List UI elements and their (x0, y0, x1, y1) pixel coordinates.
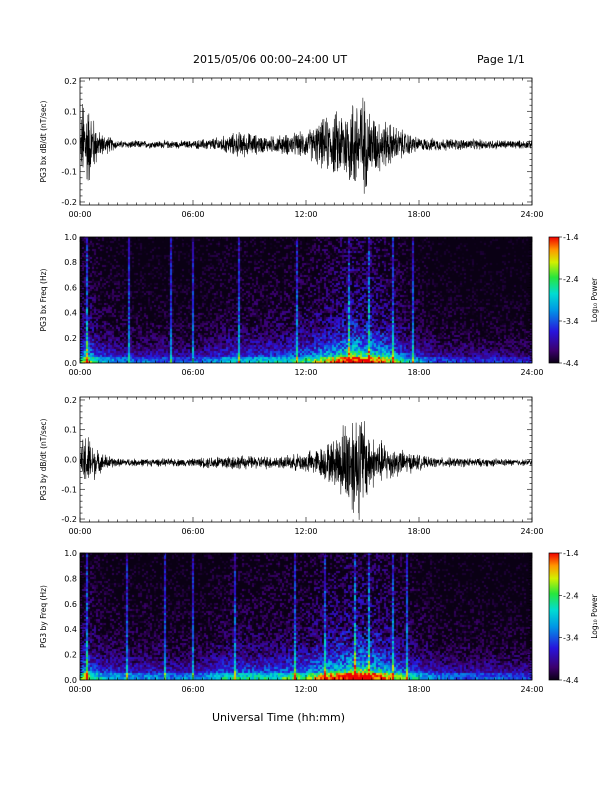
x-tick-label: 12:00 (294, 368, 317, 377)
signal-trace (80, 97, 532, 194)
x-axis-4: 00:00 06:00 12:00 18:00 24:00 (68, 553, 544, 694)
x-tick-label: 06:00 (181, 368, 204, 377)
y-tick-label: 0.2 (64, 334, 77, 343)
colorbar-tick-label: -3.4 (563, 317, 579, 326)
line-panel-3: 0.2 0.1 0.0 -0.1 -0.2 (61, 396, 533, 524)
y-tick-label: 0.4 (64, 625, 77, 634)
y-tick-label: 0.4 (64, 309, 77, 318)
colorbar-tick-label: -4.4 (563, 359, 579, 368)
y-tick-label: -0.2 (61, 515, 77, 524)
x-axis-1: 00:00 06:00 12:00 18:00 24:00 (68, 78, 544, 219)
colorbar-title: Log₁₀ Power (590, 593, 599, 638)
y-axis: 1.0 0.8 0.6 0.4 0.2 0.0 (64, 233, 532, 368)
x-tick-label: 18:00 (407, 527, 430, 536)
x-axis-2: 00:00 06:00 12:00 18:00 24:00 (68, 237, 544, 377)
colorbar-title: Log₁₀ Power (590, 277, 599, 322)
x-tick-label: 24:00 (520, 210, 543, 219)
colorbar-tick-label: -2.4 (563, 591, 579, 600)
y-tick-label: 0.8 (64, 258, 77, 267)
page-number: Page 1/1 (477, 53, 525, 66)
spectrogram-image (80, 237, 532, 363)
x-tick-label: 06:00 (181, 527, 204, 536)
spectrogram-canvas (80, 553, 532, 680)
y-tick-label: 0.1 (64, 426, 77, 435)
x-tick-label: 00:00 (68, 210, 91, 219)
y-tick-label: 0.6 (64, 600, 77, 609)
line-panel-1: 0.2 0.1 0.0 -0.1 -0.2 (61, 77, 533, 207)
y-axis: 1.0 0.8 0.6 0.4 0.2 0.0 (64, 549, 532, 685)
y-tick-label: 0.0 (64, 359, 77, 368)
x-tick-label: 12:00 (294, 527, 317, 536)
y-tick-label: 0.1 (64, 107, 77, 116)
spectrogram-panel-4: 1.0 0.8 0.6 0.4 0.2 0.0 -1.4 -2.4 -3.4 -4.4 Log₁₀ … (64, 549, 599, 685)
x-tick-label: 24:00 (520, 527, 543, 536)
x-tick-label: 24:00 (520, 368, 543, 377)
y-tick-label: 1.0 (64, 549, 77, 558)
spectrogram-canvas (80, 237, 532, 363)
x-tick-label: 18:00 (407, 685, 430, 694)
spectrogram-panel-2: 1.0 0.8 0.6 0.4 0.2 0.0 -1.4 -2.4 -3.4 -4.4 Log₁₀ … (64, 233, 599, 368)
x-tick-label: 18:00 (407, 210, 430, 219)
colorbar-tick-label: -1.4 (563, 549, 579, 558)
colorbar-scale (548, 552, 560, 681)
y-tick-label: 0.0 (64, 676, 77, 685)
x-tick-label: 06:00 (181, 210, 204, 219)
x-tick-label: 00:00 (68, 685, 91, 694)
y-axis: 0.2 0.1 0.0 -0.1 -0.2 (61, 396, 532, 524)
y-tick-label: 0.6 (64, 283, 77, 292)
colorbar: -1.4 -2.4 -3.4 -4.4 Log₁₀ Power (548, 233, 599, 368)
x-tick-label: 12:00 (294, 210, 317, 219)
colorbar-tick-label: -3.4 (563, 634, 579, 643)
y-tick-label: -0.2 (61, 198, 77, 207)
y-tick-label: 0.2 (64, 77, 77, 86)
x-tick-label: 00:00 (68, 368, 91, 377)
y-tick-label: 0.2 (64, 651, 77, 660)
y-axis-title: PG3 by Freq (Hz) (39, 585, 48, 648)
colorbar-tick-label: -4.4 (563, 676, 579, 685)
y-tick-label: -0.1 (61, 168, 77, 177)
colorbar-tick-label: -1.4 (563, 233, 579, 242)
x-tick-label: 12:00 (294, 685, 317, 694)
colorbar: -1.4 -2.4 -3.4 -4.4 Log₁₀ Power (548, 549, 599, 685)
x-tick-label: 00:00 (68, 527, 91, 536)
x-axis-3: 00:00 06:00 12:00 18:00 24:00 (68, 397, 544, 536)
y-axis-title: PG3 bx Freq (Hz) (39, 268, 48, 331)
y-axis: 0.2 0.1 0.0 -0.1 -0.2 (61, 77, 532, 207)
x-tick-label: 24:00 (520, 685, 543, 694)
y-tick-label: 0.0 (64, 138, 77, 147)
figure-title: 2015/05/06 00:00–24:00 UT (193, 53, 348, 66)
y-axis-title: PG3 by dB/dt (nT/sec) (39, 418, 48, 500)
y-tick-label: 0.8 (64, 574, 77, 583)
colorbar-scale (548, 236, 560, 364)
colorbar-tick-label: -2.4 (563, 275, 579, 284)
y-tick-label: 1.0 (64, 233, 77, 242)
y-tick-label: 0.0 (64, 456, 77, 465)
x-tick-label: 18:00 (407, 368, 430, 377)
y-tick-label: -0.1 (61, 485, 77, 494)
x-tick-label: 06:00 (181, 685, 204, 694)
y-tick-label: 0.2 (64, 396, 77, 405)
y-axis-title: PG3 bx dB/dt (nT/sec) (39, 100, 48, 182)
signal-trace (80, 421, 532, 520)
x-axis-title: Universal Time (hh:mm) (212, 711, 345, 724)
spectrogram-image (80, 553, 532, 680)
